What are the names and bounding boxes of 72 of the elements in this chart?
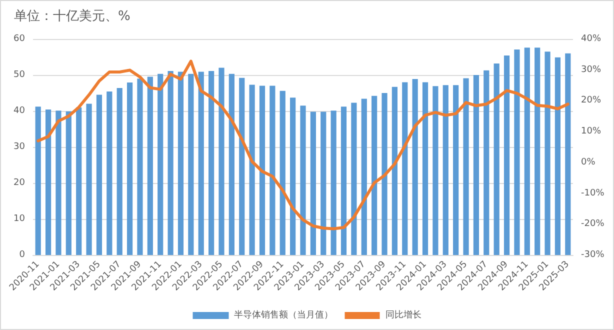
y-tick-label: 40 xyxy=(14,106,26,116)
y-tick-label: 60 xyxy=(14,34,26,44)
y-tick-label: 0 xyxy=(19,250,26,260)
bar xyxy=(126,82,133,255)
legend-label: 半导体销售额（当月值） xyxy=(234,310,333,320)
bar xyxy=(280,90,286,255)
bar xyxy=(453,85,459,255)
bar xyxy=(218,68,224,255)
bar xyxy=(422,82,428,255)
bar xyxy=(494,63,500,255)
legend-label: 同比增长 xyxy=(385,310,422,320)
y2-tick-label: 20% xyxy=(581,96,602,106)
bar xyxy=(544,52,550,255)
bar xyxy=(178,72,184,255)
bar xyxy=(473,75,480,255)
bar xyxy=(137,78,143,255)
bar xyxy=(86,104,92,255)
bar xyxy=(565,53,571,255)
y2-tick-label: 30% xyxy=(581,64,602,75)
bar xyxy=(249,84,255,255)
y2-tick-label: -20% xyxy=(581,219,605,230)
bar xyxy=(300,106,306,255)
bar xyxy=(554,57,561,255)
bar xyxy=(35,106,41,255)
bar xyxy=(340,106,347,255)
line-series xyxy=(36,60,570,230)
bar xyxy=(96,94,102,255)
bar xyxy=(320,112,326,255)
y2-tick-label: -10% xyxy=(581,188,605,198)
bar xyxy=(158,74,164,255)
bar xyxy=(524,48,530,255)
bar xyxy=(45,110,52,255)
bar xyxy=(534,48,540,255)
y2-tick-label: 40% xyxy=(581,34,602,44)
bar xyxy=(168,71,174,255)
chart-title: 单位：十亿美元、% xyxy=(14,8,130,24)
bar xyxy=(432,86,438,255)
bar xyxy=(392,86,398,255)
bar xyxy=(402,82,408,255)
bar xyxy=(188,74,194,255)
bar xyxy=(259,86,266,255)
bar xyxy=(116,88,122,255)
y-tick-label: 20 xyxy=(14,178,26,188)
bar xyxy=(382,93,388,255)
y2-tick-label: -30% xyxy=(581,250,605,260)
bar xyxy=(76,107,82,255)
bar xyxy=(330,110,336,255)
bar xyxy=(361,98,367,255)
y2-tick-label: 0% xyxy=(581,157,596,168)
bar xyxy=(412,78,418,255)
bar xyxy=(351,102,357,255)
bar xyxy=(463,78,469,255)
bar xyxy=(310,112,316,255)
bar xyxy=(290,98,296,255)
bar xyxy=(228,74,234,255)
bar xyxy=(239,78,245,255)
bar xyxy=(514,49,520,255)
bar xyxy=(442,85,448,255)
y-tick-label: 10 xyxy=(14,214,26,224)
bar xyxy=(56,110,62,255)
y-tick-label: 50 xyxy=(14,70,26,80)
bar xyxy=(147,76,153,255)
y2-tick-label: 10% xyxy=(581,126,602,137)
bar xyxy=(270,86,276,255)
bar xyxy=(106,92,112,255)
y-tick-label: 30 xyxy=(14,142,26,152)
bar xyxy=(66,111,72,255)
bar xyxy=(484,70,490,255)
bar xyxy=(372,96,378,255)
bar xyxy=(198,72,204,255)
bar xyxy=(208,71,214,255)
bar xyxy=(504,56,510,255)
